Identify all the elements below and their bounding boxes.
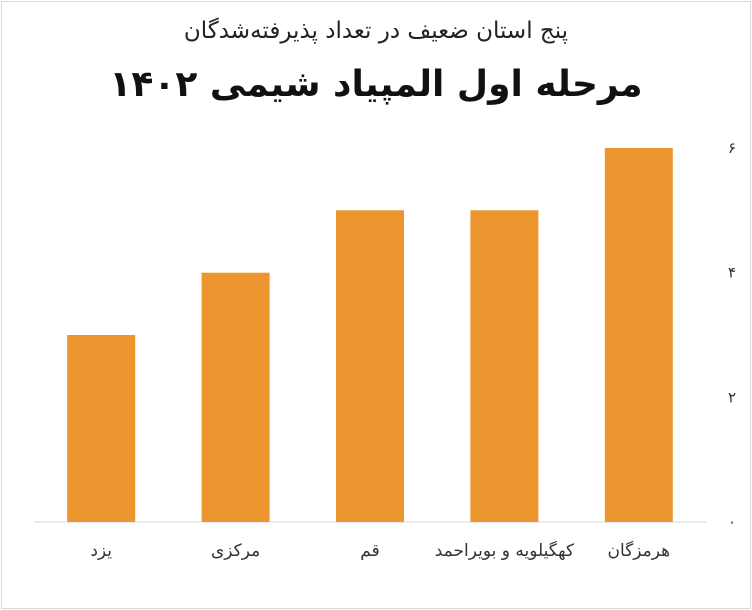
bar xyxy=(336,210,404,523)
chart-title: مرحله اول المپیاد شیمی ۱۴۰۲ xyxy=(109,64,643,105)
y-tick-label: ۶ xyxy=(728,139,736,157)
x-tick-label: یزد xyxy=(90,541,113,561)
y-tick-label: ۲ xyxy=(728,388,736,406)
bar xyxy=(201,272,270,522)
bar xyxy=(67,335,136,522)
x-tick-label: مرکزی xyxy=(210,541,261,561)
chart-subtitle: پنج استان ضعیف در تعداد پذیرفته‌شدگان xyxy=(183,18,569,44)
x-tick-label: هرمزگان xyxy=(607,541,671,561)
y-tick-label: ۰ xyxy=(728,513,736,531)
x-tick-label: قم xyxy=(360,541,380,561)
bar xyxy=(604,148,673,522)
y-tick-label: ۴ xyxy=(728,264,736,282)
x-tick-label: کهگیلویه و بویراحمد xyxy=(434,541,575,561)
bar xyxy=(470,210,539,523)
